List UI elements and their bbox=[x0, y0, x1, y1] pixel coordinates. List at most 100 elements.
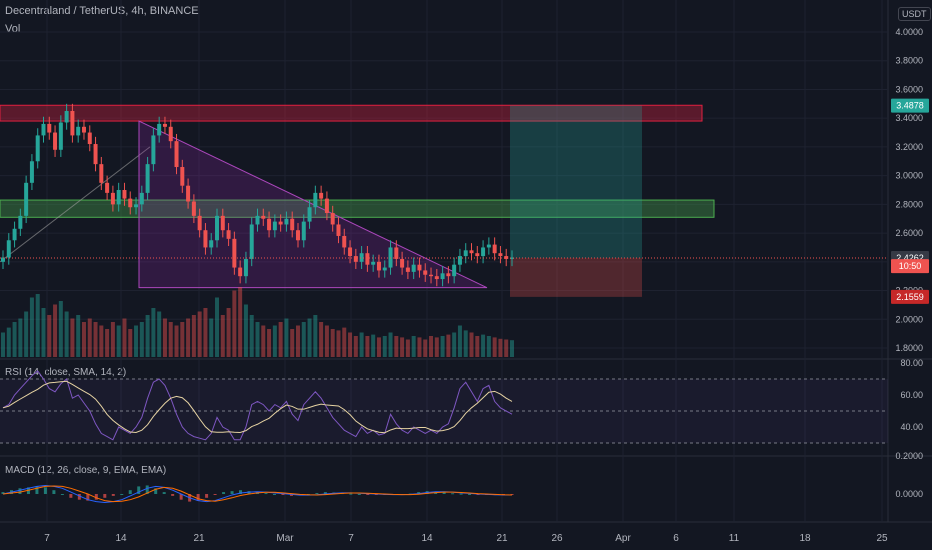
candle-body bbox=[151, 135, 156, 165]
candle-body bbox=[110, 192, 115, 205]
volume-bar bbox=[492, 337, 497, 357]
candle-body bbox=[278, 221, 283, 225]
macd-histogram-bar bbox=[86, 494, 90, 501]
candle-body bbox=[18, 215, 23, 229]
candle-body bbox=[405, 267, 410, 272]
macd-histogram-bar bbox=[162, 492, 166, 494]
price-tick-label: 4.0000 bbox=[895, 27, 923, 37]
candle-body bbox=[272, 221, 277, 231]
candle-body bbox=[400, 258, 405, 268]
volume-bar bbox=[180, 322, 185, 357]
volume-bar bbox=[209, 318, 214, 357]
candle-body bbox=[463, 250, 468, 257]
candle-body bbox=[220, 215, 225, 231]
volume-bar bbox=[157, 311, 162, 357]
volume-bar bbox=[324, 325, 329, 357]
macd-histogram-bar bbox=[103, 494, 107, 498]
time-tick-label: 7 bbox=[348, 533, 354, 544]
candle-body bbox=[24, 182, 29, 216]
price-label-stop bbox=[891, 289, 929, 304]
volume-bar bbox=[128, 329, 133, 357]
candle-body bbox=[510, 257, 514, 259]
candle-body bbox=[348, 247, 353, 257]
candle-body bbox=[440, 273, 445, 280]
volume-bar bbox=[53, 304, 58, 357]
macd-histogram-bar bbox=[281, 494, 285, 495]
volume-bar bbox=[342, 327, 347, 357]
macd-histogram-bar bbox=[239, 490, 243, 494]
macd-histogram-bar bbox=[451, 493, 455, 495]
candle-body bbox=[423, 270, 428, 275]
price-label-last-text: 2.4262 bbox=[896, 253, 924, 263]
volume-bar bbox=[168, 322, 173, 357]
macd-histogram-bar bbox=[323, 492, 327, 494]
rsi-ma-line bbox=[2, 380, 513, 434]
candle-body bbox=[498, 253, 503, 257]
volume-bar bbox=[267, 329, 272, 357]
volume-bar bbox=[145, 315, 150, 357]
price-tick-label: 2.6000 bbox=[895, 228, 923, 238]
candle-body bbox=[81, 126, 86, 133]
volume-bar bbox=[486, 336, 491, 357]
candle-body bbox=[76, 126, 81, 136]
volume-bar bbox=[440, 336, 445, 357]
candle-body bbox=[353, 256, 358, 262]
candle-body bbox=[295, 230, 300, 241]
volume-bar bbox=[87, 318, 92, 357]
macd-histogram-bar bbox=[94, 494, 98, 500]
volume-bar bbox=[261, 325, 266, 357]
volume-bar bbox=[215, 297, 220, 357]
macd-histogram-bar bbox=[230, 491, 234, 494]
volume-bar bbox=[162, 318, 167, 357]
macd-histogram-bar bbox=[35, 486, 39, 494]
macd-histogram-bar bbox=[171, 494, 175, 496]
candle-body bbox=[191, 201, 196, 216]
candle-body bbox=[365, 253, 370, 265]
time-tick-label: 6 bbox=[673, 533, 679, 544]
candle-body bbox=[197, 215, 202, 231]
volume-bar bbox=[423, 339, 428, 357]
macd-histogram-bar bbox=[77, 494, 81, 500]
price-tick-label: 3.8000 bbox=[895, 56, 923, 66]
volume-bar bbox=[41, 308, 46, 357]
candle-body bbox=[35, 135, 40, 162]
volume-bar bbox=[1, 332, 5, 357]
candle-body bbox=[394, 247, 399, 259]
volume-bar bbox=[12, 322, 17, 357]
macd-histogram-bar bbox=[111, 494, 115, 496]
candle-body bbox=[284, 218, 289, 225]
volume-bar bbox=[110, 322, 115, 357]
volume-bar bbox=[336, 330, 341, 357]
volume-bar bbox=[353, 336, 358, 357]
price-tick-label: 2.8000 bbox=[895, 199, 923, 209]
volume-bar bbox=[81, 322, 86, 357]
macd-histogram-bar bbox=[60, 494, 64, 495]
volume-bar bbox=[382, 336, 387, 357]
candle-body bbox=[243, 258, 248, 277]
volume-bar bbox=[255, 322, 260, 357]
currency-button[interactable]: USDT bbox=[898, 7, 931, 21]
volume-bar bbox=[394, 336, 399, 357]
volume-bar bbox=[134, 325, 139, 357]
volume-bar bbox=[243, 304, 248, 357]
candle-body bbox=[290, 218, 295, 231]
volume-bar bbox=[186, 318, 191, 357]
time-tick-label: 21 bbox=[496, 533, 508, 544]
price-label-countdown-text: 10:50 bbox=[899, 261, 922, 271]
rsi-line bbox=[2, 370, 513, 441]
volume-bar bbox=[18, 318, 23, 357]
macd-histogram-bar bbox=[459, 493, 463, 495]
macd-histogram-bar bbox=[357, 494, 361, 495]
macd-histogram-bar bbox=[366, 494, 370, 495]
price-label-target-text: 3.4878 bbox=[896, 101, 924, 111]
volume-bar bbox=[400, 337, 405, 357]
stop-zone bbox=[510, 258, 642, 297]
candle-body bbox=[157, 123, 162, 136]
price-tick-label: 3.4000 bbox=[895, 113, 923, 123]
candle-body bbox=[411, 264, 416, 272]
trend-line bbox=[0, 146, 151, 263]
volume-bar bbox=[249, 315, 254, 357]
volume-bar bbox=[411, 336, 416, 357]
candle-body bbox=[301, 221, 306, 241]
